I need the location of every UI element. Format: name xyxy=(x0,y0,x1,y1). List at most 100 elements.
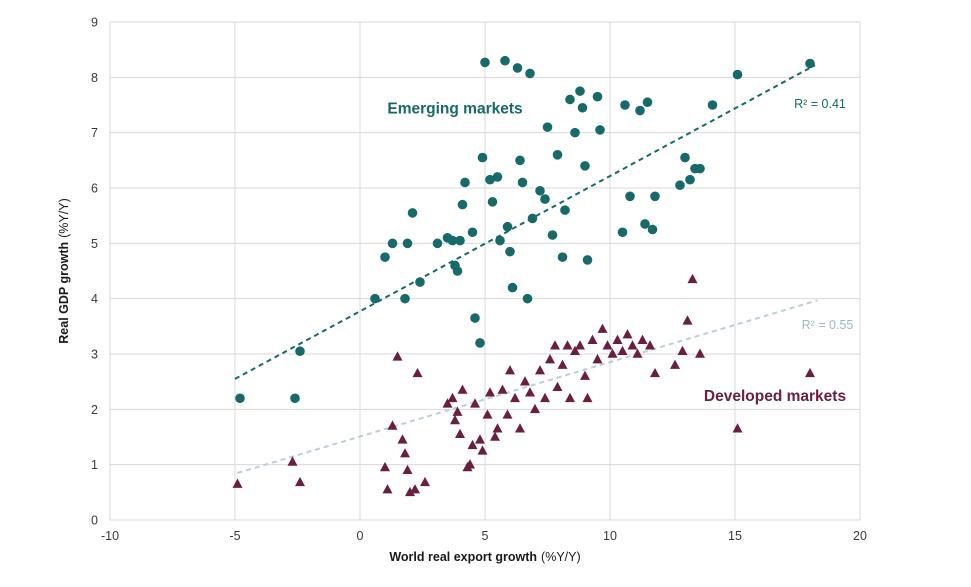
developed-markets-point xyxy=(645,340,655,350)
emerging-markets-point xyxy=(680,152,690,163)
developed-markets-point xyxy=(397,434,408,444)
developed-markets-point xyxy=(380,461,390,472)
developed-markets-point xyxy=(467,439,478,450)
gridlines xyxy=(109,21,861,521)
emerging-markets-point xyxy=(457,199,468,210)
developed-markets-point xyxy=(580,370,590,380)
emerging-markets-point xyxy=(470,313,480,323)
developed-markets-point xyxy=(602,340,613,350)
emerging-markets-point xyxy=(387,238,398,249)
developed-markets-point xyxy=(540,392,550,403)
emerging-markets-point xyxy=(480,57,490,68)
developed-markets-point xyxy=(287,456,298,466)
emerging-markets-point xyxy=(565,94,575,105)
developed-markets-point xyxy=(582,392,593,403)
emerging-markets-point xyxy=(557,252,568,262)
emerging-markets-point xyxy=(525,68,535,79)
developed-markets-point xyxy=(562,340,573,350)
developed-markets-point xyxy=(617,345,628,356)
emerging-markets-point xyxy=(415,277,425,287)
emerging-markets-point xyxy=(552,150,563,160)
emerging-markets-point xyxy=(502,221,513,232)
developed-markets-point xyxy=(607,348,618,358)
emerging-markets-point xyxy=(495,235,505,246)
emerging-markets-point xyxy=(707,100,718,110)
developed-markets-point xyxy=(400,448,410,458)
developed-markets-point xyxy=(565,392,575,403)
emerging-markets-point xyxy=(467,227,478,238)
emerging-markets-point xyxy=(685,174,695,185)
trendlines xyxy=(234,64,818,474)
developed-markets-point xyxy=(505,365,515,375)
y-axis-title: Real GDP growth(%Y/Y) xyxy=(57,198,71,343)
developed-markets-point xyxy=(670,359,680,369)
emerging-markets-point xyxy=(547,230,558,240)
developed-markets-point xyxy=(570,345,580,356)
developed-markets-point xyxy=(535,365,545,375)
developed-markets-point xyxy=(420,476,430,487)
developed-markets-point xyxy=(612,334,623,344)
developed-markets-point xyxy=(520,376,530,386)
emerging-markets-point xyxy=(235,393,245,404)
x-axis-tick-label: 20 xyxy=(853,529,867,543)
developed-markets-point xyxy=(552,381,563,391)
developed-markets-point xyxy=(392,351,403,361)
developed-markets-point xyxy=(575,340,585,350)
emerging-markets-point xyxy=(675,180,685,191)
y-axis-tick-label: 9 xyxy=(91,16,98,30)
emerging-markets-point xyxy=(452,266,463,276)
developed-markets-point xyxy=(695,348,705,358)
emerging-markets-point xyxy=(380,252,390,262)
emerging-markets-point xyxy=(805,58,815,69)
emerging-markets-point xyxy=(517,177,528,188)
developed-markets-point xyxy=(597,323,608,333)
developed-markets-point xyxy=(687,273,698,284)
emerging-markets-point xyxy=(512,63,523,73)
developed-markets-point xyxy=(592,354,603,364)
developed-markets-point xyxy=(637,334,648,344)
developed-markets-point xyxy=(510,392,520,403)
emerging-markets-point xyxy=(447,235,458,246)
emerging-markets-point xyxy=(635,105,645,116)
emerging-markets-point xyxy=(477,152,488,163)
developed-markets-point xyxy=(525,387,535,397)
emerging-markets-point xyxy=(650,191,660,202)
emerging-markets-point xyxy=(500,55,510,66)
emerging-markets-point xyxy=(592,91,603,102)
developed-markets-point xyxy=(650,367,660,378)
emerging-markets-point xyxy=(290,393,300,404)
emerging-markets-point xyxy=(527,213,538,224)
emerging-markets-point xyxy=(455,235,465,246)
emerging-markets-point xyxy=(647,224,658,235)
developed-markets-point xyxy=(452,406,463,416)
developed-markets-point xyxy=(470,398,480,408)
emerging-markets-point xyxy=(580,161,590,171)
developed-markets-point xyxy=(502,409,513,419)
developed-markets-point xyxy=(682,315,693,325)
y-axis-tick-label: 2 xyxy=(91,403,98,417)
developed-markets-point xyxy=(442,398,453,408)
developed-markets-point xyxy=(455,428,465,439)
emerging-markets-point xyxy=(460,177,470,188)
developed-markets-point xyxy=(447,392,458,403)
axis-tick-labels: -10 -5 0 5 10 15 20 0 1 2 3 4 5 6 7 8 9 xyxy=(91,16,867,544)
scatter-points xyxy=(232,55,815,497)
emerging-markets-point xyxy=(595,125,605,135)
developed-markets-point xyxy=(402,464,413,474)
developed-markets-point xyxy=(405,486,415,497)
developed-markets-point xyxy=(805,367,815,378)
emerging-markets-point xyxy=(535,185,545,196)
emerging-markets-point xyxy=(475,338,485,348)
trendline-emerging xyxy=(234,64,816,380)
developed-markets-point xyxy=(387,420,398,430)
y-axis-tick-label: 4 xyxy=(91,292,98,306)
y-axis-tick-label: 7 xyxy=(91,126,98,140)
emerging-markets-point xyxy=(620,100,630,110)
developed-markets-point xyxy=(410,484,420,494)
annotations: Emerging markets Developed markets R² = … xyxy=(387,97,853,405)
y-axis-tick-label: 6 xyxy=(91,182,98,196)
emerging-markets-point xyxy=(732,69,743,80)
developed-markets-point xyxy=(627,340,638,350)
